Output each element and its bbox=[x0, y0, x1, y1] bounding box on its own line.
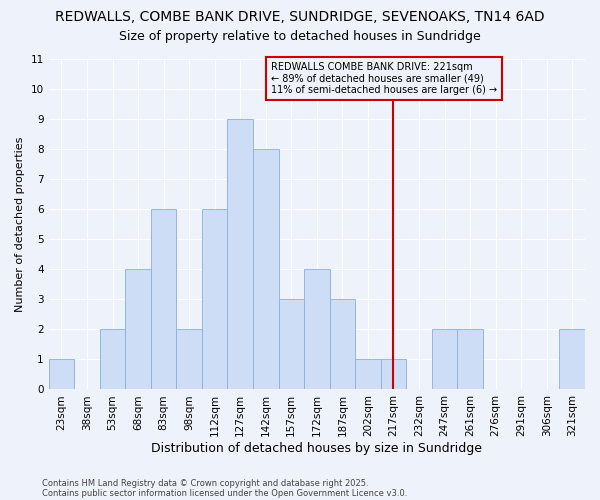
Bar bbox=[355, 360, 380, 390]
Text: Contains public sector information licensed under the Open Government Licence v3: Contains public sector information licen… bbox=[42, 488, 407, 498]
Bar bbox=[100, 330, 125, 390]
Bar bbox=[176, 330, 202, 390]
Bar bbox=[432, 330, 457, 390]
Bar bbox=[304, 270, 329, 390]
Y-axis label: Number of detached properties: Number of detached properties bbox=[15, 136, 25, 312]
Bar bbox=[457, 330, 483, 390]
Bar bbox=[49, 360, 74, 390]
Bar bbox=[202, 209, 227, 390]
Bar bbox=[227, 119, 253, 390]
Bar bbox=[559, 330, 585, 390]
Bar bbox=[151, 209, 176, 390]
Bar bbox=[329, 300, 355, 390]
Text: Size of property relative to detached houses in Sundridge: Size of property relative to detached ho… bbox=[119, 30, 481, 43]
Bar bbox=[125, 270, 151, 390]
Text: REDWALLS, COMBE BANK DRIVE, SUNDRIDGE, SEVENOAKS, TN14 6AD: REDWALLS, COMBE BANK DRIVE, SUNDRIDGE, S… bbox=[55, 10, 545, 24]
Bar bbox=[380, 360, 406, 390]
Bar bbox=[253, 149, 278, 390]
Text: REDWALLS COMBE BANK DRIVE: 221sqm
← 89% of detached houses are smaller (49)
11% : REDWALLS COMBE BANK DRIVE: 221sqm ← 89% … bbox=[271, 62, 497, 95]
Text: Contains HM Land Registry data © Crown copyright and database right 2025.: Contains HM Land Registry data © Crown c… bbox=[42, 478, 368, 488]
X-axis label: Distribution of detached houses by size in Sundridge: Distribution of detached houses by size … bbox=[151, 442, 482, 455]
Bar bbox=[278, 300, 304, 390]
